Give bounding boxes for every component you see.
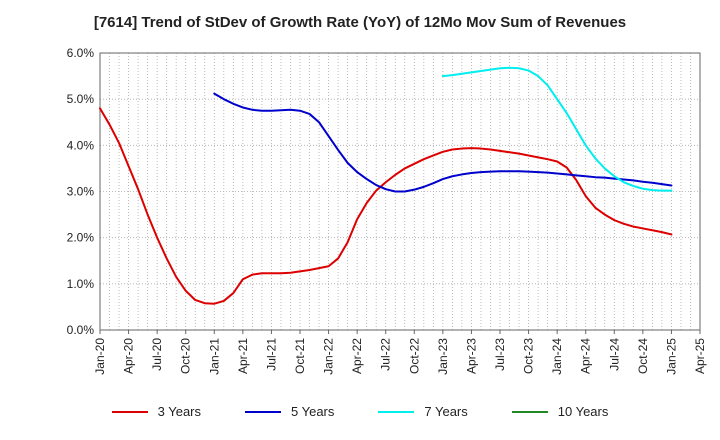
y-tick-label: 0.0% xyxy=(67,323,95,337)
x-tick-label: Jul-23 xyxy=(493,338,507,371)
legend-item-7-years: 7 Years xyxy=(378,404,468,419)
label-layer: 0.0% 1.0% 2.0% 3.0% 4.0% 5.0% 6.0% Jan-20 Apr-20… xyxy=(67,46,707,375)
x-tick-label: Oct-22 xyxy=(407,338,421,374)
x-tick-label: Jan-23 xyxy=(436,338,450,375)
x-tick-label: Jul-24 xyxy=(607,338,621,371)
series-line-5-years xyxy=(213,92,673,193)
x-tick-label: Oct-21 xyxy=(293,338,307,374)
legend-swatch xyxy=(378,410,415,413)
x-tick-label: Jul-22 xyxy=(379,338,393,371)
legend-item-3-years: 3 Years xyxy=(111,404,201,419)
y-tick-label: 2.0% xyxy=(67,231,95,245)
y-tick-label: 3.0% xyxy=(67,185,95,199)
x-tick-label: Oct-24 xyxy=(636,338,650,374)
legend-label: 7 Years xyxy=(424,404,468,419)
legend-swatch xyxy=(111,410,148,413)
x-tick-label: Apr-20 xyxy=(122,338,136,374)
legend-item-5-years: 5 Years xyxy=(245,404,334,419)
x-tick-label: Apr-21 xyxy=(236,338,250,374)
series-line-3-years xyxy=(99,107,673,305)
legend-label: 10 Years xyxy=(557,404,609,419)
legend-label: 5 Years xyxy=(291,404,335,419)
x-tick-label: Jan-25 xyxy=(664,338,678,375)
y-tick-label: 5.0% xyxy=(67,92,95,106)
x-tick-label: Apr-23 xyxy=(464,338,478,374)
legend-item-10-years: 10 Years xyxy=(511,404,609,419)
legend: 3 Years 5 Years 7 Years 10 Years xyxy=(0,404,720,419)
y-tick-label: 4.0% xyxy=(67,138,95,152)
legend-swatch xyxy=(511,410,548,413)
x-tick-label: Jan-22 xyxy=(322,338,336,375)
chart-title: [7614] Trend of StDev of Growth Rate (Yo… xyxy=(93,14,627,31)
legend-swatch xyxy=(245,410,281,413)
axis-layer xyxy=(99,52,701,334)
y-tick-label: 1.0% xyxy=(67,277,95,291)
series-line-7-years xyxy=(441,66,673,192)
x-tick-label: Jul-21 xyxy=(264,338,278,371)
x-tick-label: Jan-20 xyxy=(93,338,107,375)
x-tick-label: Jan-24 xyxy=(550,338,564,375)
plot-border xyxy=(99,52,701,331)
x-tick-label: Apr-25 xyxy=(693,338,707,374)
x-tick-label: Oct-23 xyxy=(522,338,536,374)
x-tick-label: Apr-24 xyxy=(579,338,593,374)
legend-label: 3 Years xyxy=(157,404,201,419)
y-tick-label: 6.0% xyxy=(67,46,95,60)
x-tick-label: Jul-20 xyxy=(150,338,164,371)
x-tick-label: Jan-21 xyxy=(207,338,221,375)
x-tick-label: Oct-20 xyxy=(179,338,193,374)
x-tick-label: Apr-22 xyxy=(350,338,364,374)
series-layer xyxy=(99,66,673,305)
